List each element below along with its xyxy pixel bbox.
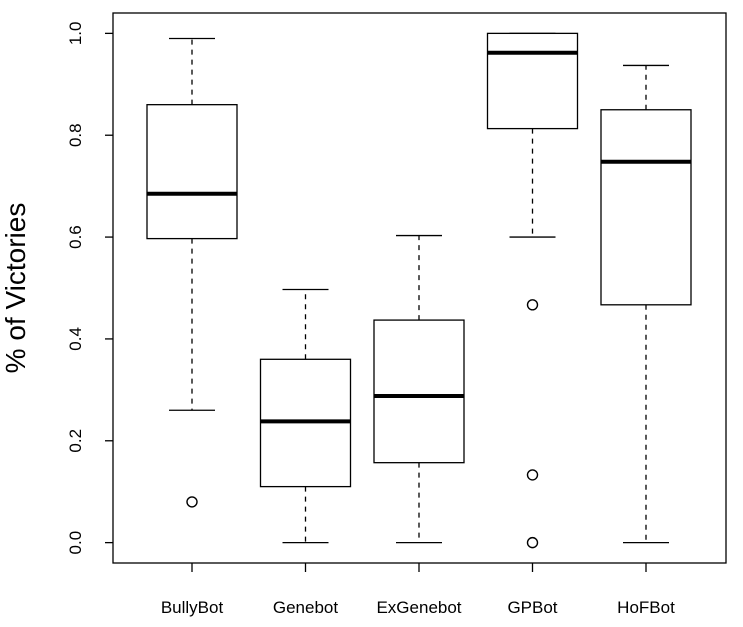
iqr-box [486, 32, 579, 130]
box-exgenebot [373, 234, 465, 544]
outlier-point [186, 496, 198, 508]
y-tick-label: 0.2 [66, 429, 85, 453]
y-tick-label: 0.6 [66, 225, 85, 249]
x-tick-label-exgenebot: ExGenebot [376, 598, 461, 617]
y-tick-label: 1.0 [66, 22, 85, 46]
box-bullybot [146, 37, 238, 508]
iqr-box [146, 104, 238, 240]
box-hofbot [600, 64, 692, 544]
x-tick-label-bullybot: BullyBot [161, 598, 224, 617]
x-axis: BullyBot Genebot ExGenebot GPBot HoFBot [161, 563, 675, 617]
y-tick-label: 0.0 [66, 531, 85, 555]
y-tick-label: 0.4 [66, 327, 85, 351]
box-gpbot [486, 32, 579, 549]
iqr-box [373, 319, 465, 464]
outlier-point [526, 299, 539, 311]
y-axis: 0.0 0.2 0.4 0.6 0.8 1.0 [66, 22, 113, 555]
outlier-point [526, 469, 539, 481]
x-tick-label-genebot: Genebot [273, 598, 338, 617]
x-tick-label-hofbot: HoFBot [617, 598, 675, 617]
iqr-box [600, 109, 692, 306]
x-tick-label-gpbot: GPBot [507, 598, 557, 617]
y-tick-label: 0.8 [66, 123, 85, 147]
boxes-group [146, 32, 692, 549]
box-genebot [259, 288, 352, 544]
outlier-point [526, 536, 539, 549]
y-axis-label: % of Victories [0, 203, 31, 374]
